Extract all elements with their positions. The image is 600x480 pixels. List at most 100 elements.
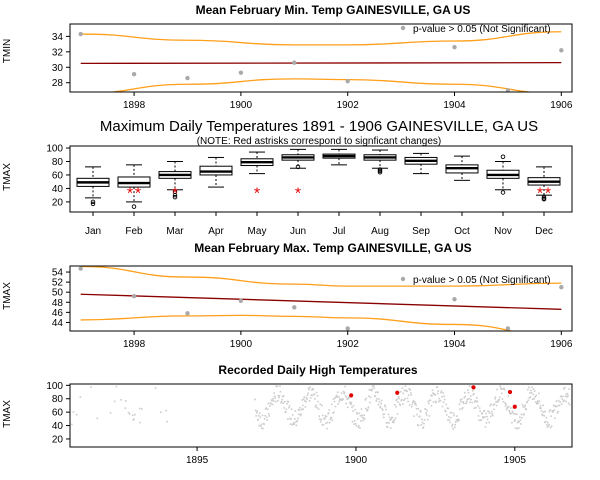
panel-daily-highs-day-point: [380, 402, 382, 405]
panel-daily-highs-day-point: [96, 417, 99, 420]
panel-daily-highs-day-point: [454, 421, 457, 424]
panel-daily-highs-day-point: [335, 394, 338, 397]
panel-daily-highs-day-point: [386, 426, 389, 428]
panel-daily-highs-day-point: [469, 394, 472, 397]
panel-daily-highs-day-point: [413, 400, 416, 403]
panel-daily-highs-day-point: [385, 421, 388, 424]
panel-daily-highs-day-point: [545, 416, 548, 419]
panel-monthly-box-frame: [69, 145, 573, 213]
panel-daily-highs-day-point: [286, 403, 288, 405]
panel-daily-highs-day-point: [375, 391, 377, 394]
panel-daily-highs-day-point: [427, 402, 430, 405]
panel-monthly-box-significance-asterisk: *: [545, 185, 551, 202]
panel-monthly-box-box-jul: [322, 148, 356, 166]
panel-daily-highs-day-point: [538, 392, 540, 395]
panel-daily-highs-day-point: [467, 389, 469, 391]
panel-daily-highs-day-point: [359, 427, 361, 429]
panel-daily-highs-day-point: [413, 415, 415, 417]
panel-daily-highs-xtick-label: 1895: [186, 455, 209, 466]
panel-max-feb-xtick-label: 1902: [337, 339, 360, 350]
panel-monthly-box-xtick-label: Feb: [125, 226, 143, 237]
panel-daily-highs-day-point: [376, 398, 378, 400]
panel-daily-highs-day-point: [308, 400, 311, 402]
panel-monthly-box-ylabel: TMAX: [2, 163, 13, 191]
panel-daily-highs-day-point: [523, 413, 525, 415]
panel-daily-highs-day-point: [533, 398, 535, 400]
panel-daily-highs-day-point: [368, 389, 371, 391]
panel-daily-highs-day-point: [417, 407, 419, 410]
panel-daily-highs-day-point: [290, 408, 293, 410]
panel-daily-highs-day-point: [338, 400, 341, 403]
panel-monthly-box-box-feb: [117, 164, 151, 209]
panel-monthly-box-significance-asterisk: *: [135, 185, 141, 202]
panel-daily-highs-day-point: [353, 420, 356, 422]
panel-daily-highs-day-point: [510, 412, 513, 415]
panel-daily-highs-day-point: [441, 395, 443, 398]
panel-daily-highs-day-point: [553, 417, 556, 420]
panel-daily-highs-day-point: [364, 407, 367, 410]
panel-daily-highs-day-point: [306, 398, 308, 400]
panel-monthly-box-significance-asterisk: *: [172, 185, 178, 202]
panel-daily-highs-day-point: [72, 411, 75, 413]
panel-daily-highs-day-point: [320, 418, 323, 421]
panel-daily-highs-day-point: [353, 423, 355, 425]
panel-monthly-box-box-oct: [445, 155, 479, 181]
panel-daily-highs-day-point: [562, 387, 565, 390]
panel-daily-highs-day-point: [283, 407, 286, 409]
panel-daily-highs-day-point: [489, 404, 491, 407]
panel-daily-highs-day-point: [550, 425, 553, 427]
panel-daily-highs-day-point: [128, 413, 131, 415]
panel-daily-highs-day-point: [279, 390, 282, 393]
panel-daily-highs-day-point: [314, 405, 317, 408]
panel-daily-highs-day-point: [262, 427, 264, 430]
panel-daily-highs-day-point: [346, 398, 349, 401]
panel-daily-highs-day-point: [542, 411, 545, 413]
panel-daily-highs-day-point: [537, 400, 539, 402]
panel-daily-highs-day-point: [326, 421, 329, 424]
panel-daily-highs-day-point: [254, 398, 256, 401]
panel-daily-highs-day-point: [364, 399, 367, 401]
panel-daily-highs-day-point: [533, 390, 536, 392]
panel-daily-highs-day-point: [380, 399, 383, 402]
panel-daily-highs-day-point: [549, 409, 551, 411]
panel-daily-highs-day-point: [378, 401, 381, 403]
panel-daily-highs-day-point: [414, 402, 417, 404]
panel-daily-highs-day-point: [283, 401, 286, 403]
panel-daily-highs-day-point: [498, 398, 500, 401]
panel-monthly-box-box-aug: [363, 149, 397, 175]
panel-daily-highs-day-point: [397, 401, 399, 403]
panel-daily-highs-day-point: [298, 413, 300, 416]
panel-daily-highs-day-point: [154, 387, 157, 389]
panel-daily-highs-day-point: [503, 387, 505, 390]
panel-daily-highs-day-point: [406, 390, 408, 393]
panel-daily-highs-day-point: [305, 396, 308, 399]
panel-daily-highs-day-point: [322, 423, 325, 426]
panel-daily-highs-day-point: [561, 398, 564, 401]
panel-daily-highs-day-point: [350, 403, 352, 406]
panel-daily-highs-day-point: [257, 418, 260, 421]
panel-monthly-box-subtitle: (NOTE: Red astrisks correspond to signfi…: [197, 136, 442, 147]
panel-daily-highs-day-point: [331, 403, 333, 406]
panel-daily-highs-ytick-label: 60: [52, 408, 64, 419]
panel-daily-highs-day-point: [438, 400, 440, 403]
panel-daily-highs-day-point: [463, 396, 466, 399]
panel-daily-highs-day-point: [343, 392, 345, 395]
panel-daily-highs-day-point: [448, 416, 450, 418]
panel-daily-highs-day-point: [465, 402, 468, 405]
panel-daily-highs-day-point: [290, 418, 292, 420]
panel-daily-highs-day-point: [268, 415, 271, 417]
panel-daily-highs-day-point: [488, 412, 491, 414]
panel-max-feb-point: [185, 311, 190, 316]
panel-daily-highs-day-point: [429, 399, 432, 402]
panel-daily-highs-day-point: [416, 413, 418, 416]
panel-daily-highs-day-point: [565, 393, 568, 395]
panel-daily-highs-day-point: [473, 407, 476, 409]
panel-monthly-box-significance-asterisk: *: [537, 185, 543, 202]
panel-daily-highs-day-point: [402, 403, 404, 405]
panel-daily-highs-day-point: [332, 398, 335, 400]
panel-min-feb-ytick-label: 32: [52, 47, 64, 58]
panel-daily-highs-day-point: [379, 406, 382, 408]
panel-daily-highs-day-point: [421, 418, 423, 421]
panel-min-feb-point: [345, 78, 350, 84]
